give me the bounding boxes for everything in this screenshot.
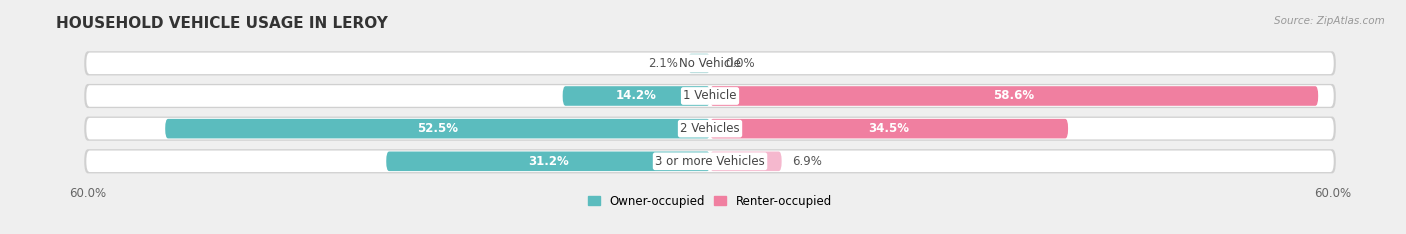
FancyBboxPatch shape <box>84 117 1336 141</box>
Text: 0.0%: 0.0% <box>725 57 755 70</box>
Text: 52.5%: 52.5% <box>418 122 458 135</box>
Text: 3 or more Vehicles: 3 or more Vehicles <box>655 155 765 168</box>
FancyBboxPatch shape <box>84 149 1336 173</box>
Text: 14.2%: 14.2% <box>616 89 657 102</box>
FancyBboxPatch shape <box>86 85 1334 107</box>
FancyBboxPatch shape <box>86 53 1334 74</box>
Text: 2 Vehicles: 2 Vehicles <box>681 122 740 135</box>
Text: 58.6%: 58.6% <box>994 89 1035 102</box>
FancyBboxPatch shape <box>710 119 1069 139</box>
Text: 2.1%: 2.1% <box>648 57 678 70</box>
Text: Source: ZipAtlas.com: Source: ZipAtlas.com <box>1274 16 1385 26</box>
FancyBboxPatch shape <box>689 54 710 73</box>
FancyBboxPatch shape <box>84 51 1336 75</box>
FancyBboxPatch shape <box>710 151 782 171</box>
Text: 1 Vehicle: 1 Vehicle <box>683 89 737 102</box>
Text: 31.2%: 31.2% <box>527 155 568 168</box>
Text: 34.5%: 34.5% <box>869 122 910 135</box>
Text: 6.9%: 6.9% <box>792 155 823 168</box>
Text: HOUSEHOLD VEHICLE USAGE IN LEROY: HOUSEHOLD VEHICLE USAGE IN LEROY <box>56 16 388 31</box>
FancyBboxPatch shape <box>710 86 1319 106</box>
FancyBboxPatch shape <box>86 118 1334 139</box>
FancyBboxPatch shape <box>562 86 710 106</box>
FancyBboxPatch shape <box>166 119 710 139</box>
FancyBboxPatch shape <box>84 84 1336 108</box>
Text: No Vehicle: No Vehicle <box>679 57 741 70</box>
Legend: Owner-occupied, Renter-occupied: Owner-occupied, Renter-occupied <box>588 194 832 208</box>
FancyBboxPatch shape <box>86 150 1334 172</box>
FancyBboxPatch shape <box>387 151 710 171</box>
